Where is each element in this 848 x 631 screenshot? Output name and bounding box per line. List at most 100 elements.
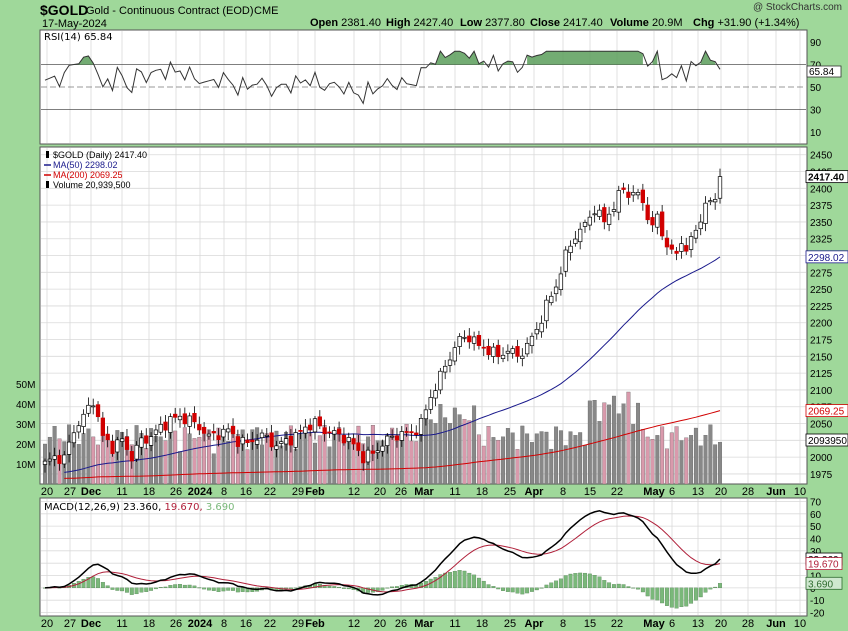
candle-body <box>288 436 294 446</box>
candle-body <box>669 244 674 250</box>
macd-hist-bar <box>660 587 665 604</box>
macd-hist-bar <box>530 587 534 592</box>
candle-body <box>631 192 636 196</box>
volume-bar <box>452 407 457 485</box>
macd-hist-bar <box>592 575 597 589</box>
volume-bar <box>481 445 486 485</box>
macd-hist-bar <box>366 587 370 593</box>
macd-hist-bar <box>457 570 462 589</box>
x-tick-label: 10 <box>794 618 806 630</box>
macd-hist-bar <box>640 587 645 593</box>
macd-hist-bar <box>433 577 438 589</box>
x-tick-label: 22 <box>264 618 276 630</box>
macd-value: 3.690 <box>808 579 833 590</box>
volume-bar <box>558 430 563 485</box>
candle-body <box>491 346 496 357</box>
macd-hist-bar <box>501 587 505 591</box>
macd-hist-bar <box>583 572 587 589</box>
x-tick-label: 13 <box>692 486 704 498</box>
volume-bar <box>443 417 448 485</box>
x-tick-label: 18 <box>476 618 488 630</box>
macd-tick-label: -20 <box>810 609 825 620</box>
volume-bar <box>650 439 655 485</box>
volume-bar <box>563 445 568 485</box>
ohlc-value: 2377.80 <box>485 17 525 29</box>
volume-bar <box>534 433 539 485</box>
price-tick-label: 2100 <box>810 386 833 397</box>
volume-bar <box>182 427 187 485</box>
candle-body <box>173 413 178 418</box>
volume-bar <box>703 435 708 485</box>
candle-body <box>153 429 159 435</box>
price-tick-label: 2000 <box>810 453 833 464</box>
candle-body <box>264 434 269 437</box>
candle-body <box>221 428 226 438</box>
macd-hist-bar <box>235 587 240 593</box>
x-tick-label: 10 <box>794 486 806 498</box>
volume-bar <box>375 440 380 485</box>
x-tick-label: 11 <box>116 486 127 498</box>
price-tick-label: 2350 <box>810 218 833 229</box>
x-tick-label: 8 <box>560 618 566 630</box>
volume-bar <box>462 419 467 485</box>
candle-body <box>645 204 650 221</box>
macd-hist-bar <box>86 577 91 589</box>
macd-label-part: 23.360, <box>123 502 164 513</box>
x-tick-label: 16 <box>240 486 252 498</box>
x-tick-label: 8 <box>221 486 227 498</box>
rsi-tick-label: 90 <box>810 38 822 49</box>
volume-bar <box>708 424 713 485</box>
candle-body <box>206 433 212 437</box>
candle-body <box>505 350 511 354</box>
volume-bar <box>597 421 602 485</box>
macd-label: MACD(12,26,9) 23.360, 19.670, 3.690 <box>44 502 235 513</box>
price-value: 2069.25 <box>808 407 845 418</box>
macd-value-box <box>805 557 843 570</box>
volume-bar <box>404 423 409 485</box>
candle-body <box>62 454 67 465</box>
macd-hist-bar <box>481 580 486 589</box>
macd-hist-bar <box>240 587 245 592</box>
volume-bar <box>158 436 163 485</box>
candle-body <box>693 229 699 239</box>
macd-hist-bar <box>510 587 515 593</box>
x-tick-label: 29 <box>292 618 304 630</box>
rsi-path <box>44 49 721 105</box>
candle-body <box>399 431 404 441</box>
volume-bar <box>81 433 86 485</box>
price-value-box <box>805 250 848 264</box>
price-value: 2093950 <box>808 436 847 447</box>
macd-hist-bar <box>390 586 395 589</box>
candle-body <box>529 335 535 347</box>
macd-hist-bar <box>216 587 221 592</box>
x-tick-label: 29 <box>292 486 304 498</box>
candle-body <box>211 431 216 434</box>
price-tick-label: 2275 <box>810 268 833 279</box>
macd-hist-bar <box>534 587 539 591</box>
candle-body <box>76 425 81 433</box>
macd-hist-bar <box>669 587 674 608</box>
macd-hist-bar <box>91 576 96 589</box>
macd-hist-bar <box>549 582 554 589</box>
macd-hist-bar <box>708 587 713 590</box>
macd-hist-bar <box>665 587 669 606</box>
volume-bar <box>245 449 250 485</box>
macd-hist-bar <box>486 584 491 589</box>
chart-symbol: $GOLD <box>40 2 88 18</box>
macd-hist-bar <box>544 584 549 589</box>
macd-hist-bar <box>293 587 298 589</box>
macd-tick-label: 50 <box>810 522 822 533</box>
macd-hist-bar <box>144 587 149 592</box>
x-tick-label: 27 <box>64 486 76 498</box>
macd-hist-bar <box>211 587 216 591</box>
ohlc-label: Open <box>310 17 341 29</box>
volume-bar <box>530 442 534 485</box>
macd-hist-bar <box>525 587 530 594</box>
volume-bar <box>626 391 631 485</box>
volume-bar <box>86 428 91 485</box>
candle-body <box>414 432 419 436</box>
macd-hist-bar <box>452 571 457 589</box>
macd-label-part: MACD(12,26,9) <box>44 502 123 513</box>
volume-bar <box>674 426 679 485</box>
candle-body <box>597 209 602 217</box>
